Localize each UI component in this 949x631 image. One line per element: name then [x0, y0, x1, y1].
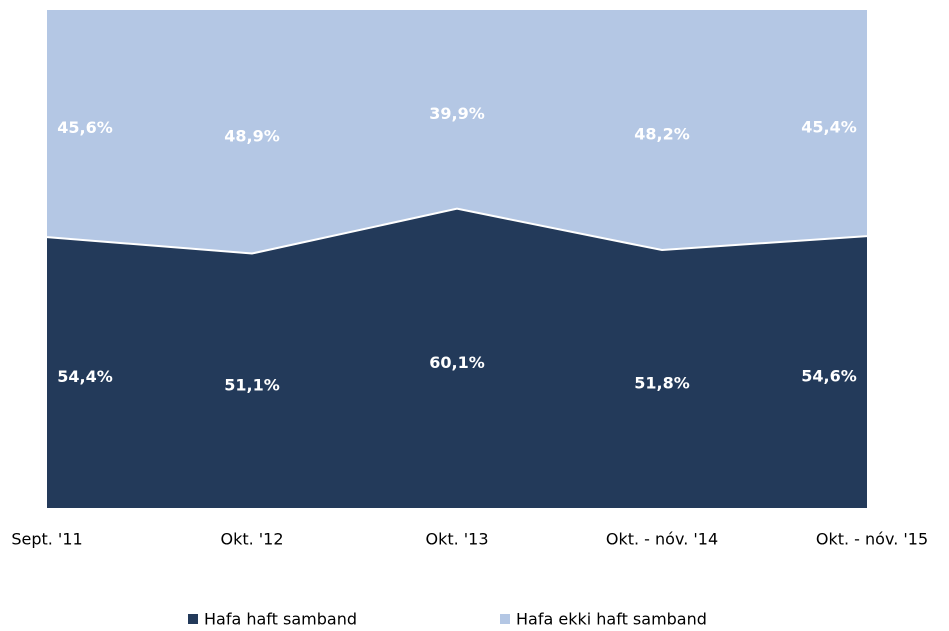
x-tick-label: Okt. '13 [425, 530, 488, 549]
x-tick-label: Okt. - nóv. '14 [606, 530, 718, 549]
value-label: 51,8% [634, 374, 690, 393]
value-label: 54,6% [801, 367, 857, 386]
legend-swatch [188, 614, 198, 624]
value-label: 48,9% [224, 126, 280, 145]
area [47, 208, 867, 508]
x-tick-label: Okt. - nóv. '15 [816, 530, 928, 549]
area [47, 10, 867, 254]
legend-label: Hafa haft samband [204, 610, 357, 629]
value-label: 45,4% [801, 118, 857, 137]
area-boundary [46, 207, 868, 255]
value-label: 60,1% [429, 353, 485, 372]
value-label: 51,1% [224, 375, 280, 394]
value-label: 45,6% [57, 118, 113, 137]
legend-label: Hafa ekki haft samband [516, 610, 707, 629]
value-label: 54,4% [57, 367, 113, 386]
legend-swatch [500, 614, 510, 624]
x-tick-label: Okt. '12 [220, 530, 283, 549]
value-label: 39,9% [429, 104, 485, 123]
value-label: 48,2% [634, 125, 690, 144]
x-tick-label: Sept. '11 [11, 530, 82, 549]
